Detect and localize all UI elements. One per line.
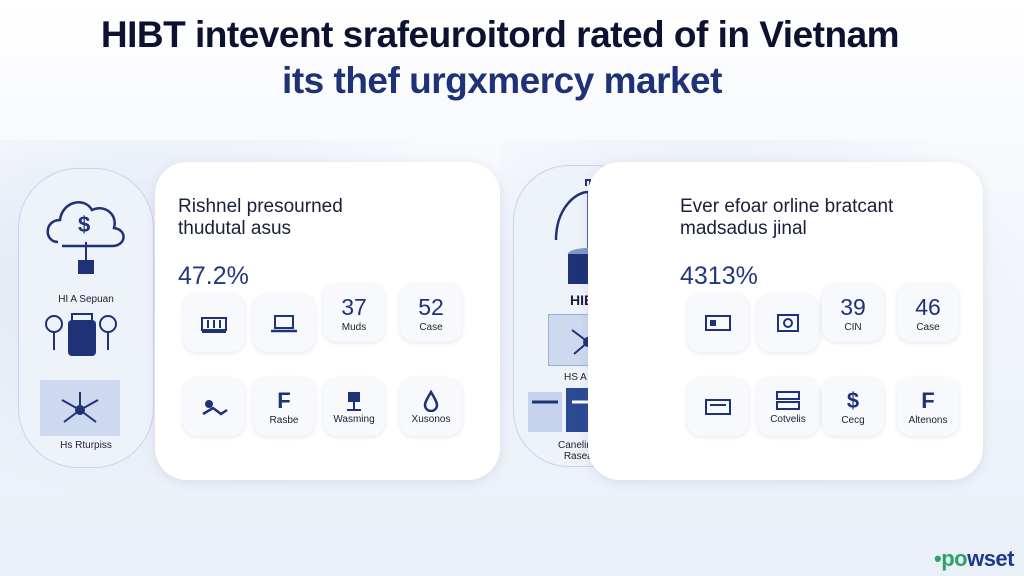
right-heading-line1: Ever efoar orline bratcant bbox=[680, 196, 894, 217]
bot-tile: Wasming bbox=[323, 378, 385, 436]
stat-value: 52 bbox=[418, 293, 444, 320]
stat-label: Case bbox=[916, 321, 940, 333]
f-letter-tile: F Altenons bbox=[897, 378, 959, 436]
safe-icon bbox=[777, 314, 799, 332]
laptop-tile bbox=[253, 294, 315, 352]
brand-part2: wset bbox=[967, 546, 1014, 571]
bot-icon bbox=[347, 391, 361, 411]
stat-tile: 37 Muds bbox=[323, 284, 385, 342]
hands-tile bbox=[183, 378, 245, 436]
stat-label: Case bbox=[419, 321, 443, 333]
stat-value: 46 bbox=[915, 293, 941, 320]
left-side-label-bottom: Hs Rturpiss bbox=[60, 440, 112, 451]
bank-tile bbox=[183, 294, 245, 352]
server-tile: Cotvelis bbox=[757, 378, 819, 436]
f-letter-icon: F bbox=[921, 387, 935, 413]
stat-tile: 52 Case bbox=[400, 284, 462, 342]
stat-value: 39 bbox=[840, 293, 866, 320]
page-subtitle: its thef urgxmercy market bbox=[282, 60, 722, 101]
tile-label: Wasming bbox=[333, 413, 375, 425]
tile-label: Cotvelis bbox=[770, 413, 806, 425]
dollar-icon: $ bbox=[846, 387, 860, 413]
right-side-label-bottom: Canelin Puen Rasearens bbox=[557, 440, 618, 462]
terminal-icon bbox=[705, 315, 731, 331]
security-devices-icon bbox=[45, 313, 117, 356]
brand-part1: po bbox=[941, 546, 968, 571]
stat-value: 37 bbox=[341, 293, 367, 320]
cloud-lock-icon: $ bbox=[46, 201, 125, 274]
svg-text:$: $ bbox=[78, 212, 90, 237]
stat-label: CIN bbox=[844, 321, 862, 333]
stat-tile: 39 CIN bbox=[822, 284, 884, 342]
brand-logo: •powset bbox=[933, 546, 1015, 572]
left-heading-line2: thudutal asus bbox=[178, 218, 292, 239]
right-percent: 4313% bbox=[680, 262, 758, 290]
hands-icon bbox=[202, 400, 228, 416]
laptop-icon bbox=[271, 315, 297, 333]
tile-label: Xusonos bbox=[411, 413, 451, 425]
f-letter-icon: F bbox=[277, 387, 291, 413]
f-letter-tile: F Rasbe bbox=[253, 378, 315, 436]
brand-dot: • bbox=[933, 546, 942, 571]
network-hub-icon bbox=[40, 380, 120, 436]
tile-label: Cecg bbox=[841, 414, 865, 426]
right-heading-line2: madsadus jinal bbox=[680, 218, 807, 239]
stat-label: Muds bbox=[341, 321, 367, 333]
terminal-tile bbox=[687, 378, 749, 436]
drop-icon bbox=[423, 389, 439, 412]
server-icon bbox=[776, 390, 800, 410]
safe-tile bbox=[757, 294, 819, 352]
left-heading-line1: Rishnel presourned bbox=[178, 196, 343, 217]
stat-tile: 46 Case bbox=[897, 284, 959, 342]
page-title: HIBT intevent srafeuroitord rated of in … bbox=[100, 14, 900, 55]
tile-label: Altenons bbox=[908, 414, 948, 426]
terminal-icon bbox=[705, 399, 731, 415]
tile-label: Rasbe bbox=[269, 414, 299, 426]
left-side-label-top: HI A Sepuan bbox=[58, 294, 114, 305]
bank-icon bbox=[201, 317, 227, 333]
drop-tile: Xusonos bbox=[400, 378, 462, 436]
left-percent: 47.2% bbox=[178, 262, 249, 290]
terminal-tile bbox=[687, 294, 749, 352]
dollar-tile: $ Cecg bbox=[822, 378, 884, 436]
